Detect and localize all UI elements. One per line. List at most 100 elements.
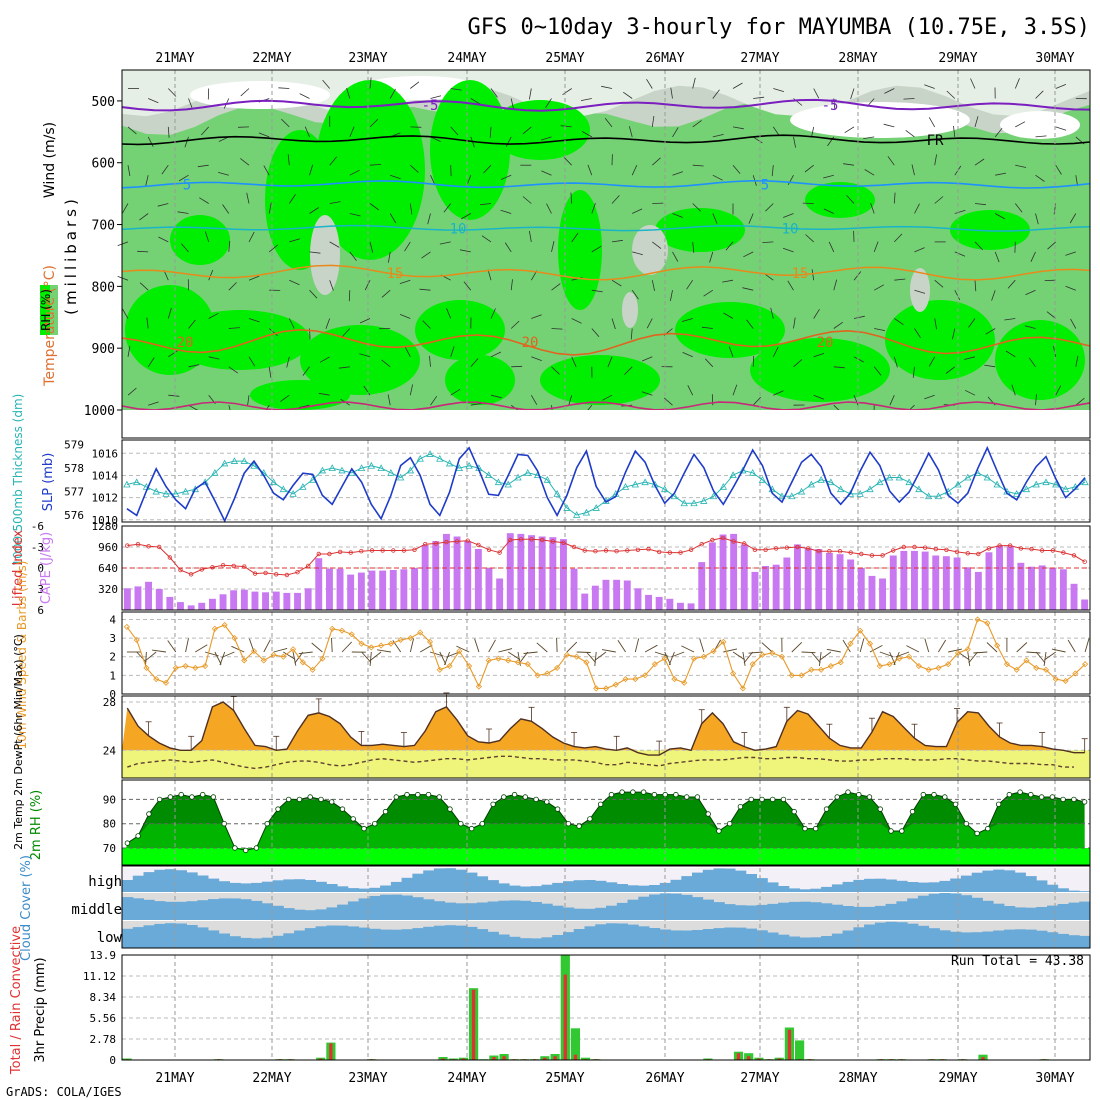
cape-bar: [953, 557, 961, 610]
thickness-point: [524, 468, 532, 476]
wind-barb: [934, 318, 937, 330]
wind-barb: [490, 394, 502, 399]
wind10m-barb: [818, 651, 822, 666]
cape-bar: [1070, 583, 1078, 611]
thickness-point: [426, 450, 434, 457]
wind-barb: [443, 203, 452, 213]
wind-barb: [974, 241, 983, 251]
cloud-cell: [304, 880, 316, 892]
cape-bar: [751, 571, 759, 610]
isotherm-5: [121, 179, 1091, 189]
wind10m-point: [338, 627, 346, 634]
wind10m-point: [192, 664, 199, 671]
wind-barb: [248, 231, 255, 243]
cloud-cell: [1057, 888, 1069, 892]
isotherm-label: -5: [822, 98, 839, 114]
rh2m-point: [242, 847, 249, 854]
cloud-cell: [175, 901, 187, 920]
cloud-cell: [778, 934, 790, 948]
wind-barb: [487, 269, 492, 281]
cloud-cell: [423, 899, 435, 920]
wind10m-barb: [283, 651, 296, 660]
li-point: [550, 539, 555, 544]
wind-barb: [928, 356, 936, 367]
bottom-date-label: 22MAY: [252, 1071, 291, 1086]
bottom-date-label: 26MAY: [645, 1071, 684, 1086]
rh-moist-blob: [415, 300, 505, 360]
precip-conv-bar: [543, 1057, 547, 1060]
thickness-point: [572, 511, 581, 518]
thickness-point: [132, 478, 141, 486]
wind-barb: [288, 194, 296, 204]
wind-barb: [813, 88, 820, 99]
cloud-cell: [380, 894, 392, 920]
wind-barb: [329, 241, 340, 248]
wind-barb: [1035, 394, 1037, 406]
li-point: [784, 545, 789, 550]
cloud-cell: [638, 885, 650, 892]
cloud-cell: [735, 927, 747, 948]
wind-barb: [137, 250, 149, 253]
rh2m-point: [716, 828, 722, 834]
wind-barb: [628, 126, 633, 138]
cloud-cell: [283, 908, 295, 920]
cape-bar: [794, 544, 801, 610]
cloud-cell: [627, 899, 639, 920]
wind-barb: [701, 326, 713, 329]
wind10m-point: [906, 653, 913, 660]
cloud-cell: [122, 897, 134, 920]
cape-bar: [326, 568, 333, 610]
wind-barb: [531, 314, 542, 319]
wind-barb: [470, 403, 482, 406]
wind-barb: [319, 356, 330, 363]
li-point: [231, 563, 236, 569]
wind-barb: [632, 251, 643, 256]
cloud-cell: [874, 905, 887, 920]
cloud-cell: [358, 927, 370, 948]
wind-barb: [481, 235, 492, 243]
cloud-cell: [541, 937, 553, 948]
ua-pressure-label: (millibars): [62, 195, 80, 315]
wind-barb: [122, 203, 129, 214]
wind-barb: [728, 346, 734, 357]
wind-barb: [422, 320, 431, 329]
wind10m-point: [485, 657, 492, 664]
thickness-point: [964, 473, 972, 481]
rh2m-point: [651, 791, 658, 798]
cloud-cell: [466, 926, 478, 948]
wind-barb: [670, 290, 673, 302]
wind10m-point: [211, 625, 218, 632]
wind10m-point: [563, 651, 570, 658]
cloud-cell: [713, 868, 725, 892]
precip-frame: [121, 954, 1091, 1061]
wind-barb: [188, 319, 196, 329]
wind-barb: [1047, 241, 1056, 250]
wind-barb: [1035, 90, 1044, 99]
cape-bar: [389, 570, 397, 610]
wind-barb: [184, 136, 189, 148]
cape-bar: [145, 581, 152, 610]
wind-barb: [246, 192, 250, 204]
wind-barb: [672, 127, 679, 138]
cloud-cell: [466, 903, 478, 920]
cloud-cell: [337, 904, 349, 920]
wind-barb: [954, 209, 966, 214]
wind-tick-label: 3: [109, 632, 116, 645]
rh2m-point: [619, 789, 625, 795]
thickness-point: [250, 461, 258, 469]
wind-barb: [258, 132, 270, 138]
cloud-cell: [1079, 901, 1091, 920]
wind-barb: [924, 84, 935, 89]
wind-barb: [732, 126, 744, 130]
wind10m-barb: [446, 651, 460, 658]
cloud-cover-panel: [121, 865, 1091, 949]
wind-barb: [127, 165, 131, 177]
thickness-point: [993, 480, 1001, 488]
cape-bar: [1028, 566, 1035, 610]
cape-bar: [198, 602, 206, 610]
cloud-cell: [208, 878, 220, 892]
cloud-cell: [423, 870, 435, 892]
wind-barb: [148, 401, 159, 406]
rh2m-point: [135, 833, 141, 839]
cloud-cell: [261, 881, 273, 892]
